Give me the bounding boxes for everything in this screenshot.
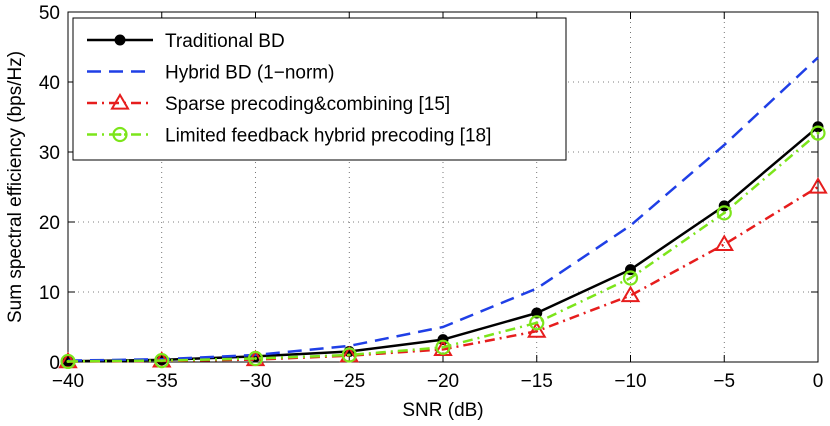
- legend-box: [72, 17, 567, 161]
- circle-marker-ring: [529, 315, 545, 331]
- circle-marker-center: [118, 133, 122, 136]
- circle-marker: [341, 347, 357, 363]
- circle-marker: [247, 350, 264, 367]
- axis-ticks: −40 −35 −30 −25 −20 −15 −10 −5 0 0 10 20 30 40 50: [39, 3, 823, 392]
- dot-marker: [531, 307, 543, 319]
- legend-label: Hybrid BD (1−norm): [165, 63, 334, 84]
- series-4: [60, 125, 826, 370]
- x-tick-label: −30: [239, 371, 271, 392]
- triangle-marker: [433, 339, 453, 356]
- circle-marker-ring: [154, 353, 170, 369]
- circle-marker-ring: [810, 125, 826, 141]
- legend-entry: Traditional BD: [87, 31, 285, 52]
- y-tick-label: 20: [39, 213, 60, 234]
- circle-marker-center: [66, 359, 70, 363]
- series-2: [67, 56, 819, 362]
- circle-marker-center: [441, 345, 445, 349]
- y-tick-label: 10: [39, 283, 60, 304]
- x-axis-title: SNR (dB): [402, 400, 483, 421]
- circle-marker-center: [160, 359, 164, 363]
- x-tick-label: −15: [521, 371, 553, 392]
- legend: Traditional BD Hybrid BD (1−norm) Sparse p…: [72, 17, 567, 161]
- circle-marker-center: [535, 321, 539, 325]
- circle-marker-center: [347, 353, 351, 357]
- circle-marker-ring: [247, 350, 264, 367]
- circle-marker-ring: [716, 205, 732, 221]
- legend-label: Sparse precoding&combining [15]: [165, 94, 450, 115]
- triangle-marker: [714, 234, 734, 251]
- circle-marker-ring: [435, 339, 451, 355]
- legend-entry: Hybrid BD (1−norm): [87, 63, 334, 84]
- circle-marker-center: [722, 211, 726, 215]
- x-tick-label: −20: [427, 371, 459, 392]
- circle-marker-ring: [341, 347, 357, 363]
- legend-label: Traditional BD: [165, 31, 285, 52]
- triangle-marker: [808, 177, 828, 194]
- triangle-marker: [527, 321, 547, 338]
- series-line: [67, 185, 819, 363]
- circle-marker-center: [629, 276, 632, 280]
- circle-marker: [435, 339, 451, 355]
- x-tick-label: −25: [333, 371, 365, 392]
- circle-marker-ring: [622, 270, 639, 286]
- legend-entry: Limited feedback hybrid precoding [18]: [87, 126, 491, 147]
- dot-marker: [114, 34, 126, 46]
- circle-marker-ring: [60, 353, 76, 370]
- circle-marker: [622, 270, 639, 286]
- x-tick-label: −40: [52, 371, 84, 392]
- x-tick-label: −5: [713, 371, 735, 392]
- y-tick-label: 50: [39, 3, 60, 24]
- circle-marker-center: [816, 131, 820, 135]
- series-layer: [58, 56, 828, 370]
- circle-marker: [60, 353, 76, 370]
- circle-marker: [112, 126, 128, 143]
- legend-entry: Sparse precoding&combining [15]: [87, 93, 450, 115]
- y-axis-title: Sum spectral efficiency (bps/Hz): [5, 51, 26, 323]
- legend-label: Limited feedback hybrid precoding [18]: [165, 126, 491, 147]
- circle-marker: [716, 205, 732, 221]
- circle-marker: [810, 125, 826, 141]
- circle-marker-ring: [112, 126, 128, 143]
- circle-marker: [154, 353, 170, 369]
- x-tick-label: −10: [614, 371, 646, 392]
- circle-marker: [529, 315, 545, 331]
- y-tick-label: 40: [39, 73, 60, 94]
- circle-marker-center: [254, 357, 257, 360]
- x-tick-label: −35: [146, 371, 178, 392]
- y-tick-label: 30: [39, 143, 60, 164]
- triangle-marker: [620, 285, 641, 303]
- x-tick-label: 0: [813, 371, 824, 392]
- series-line: [67, 56, 819, 362]
- triangle-marker: [110, 93, 130, 110]
- y-tick-label: 0: [49, 353, 60, 374]
